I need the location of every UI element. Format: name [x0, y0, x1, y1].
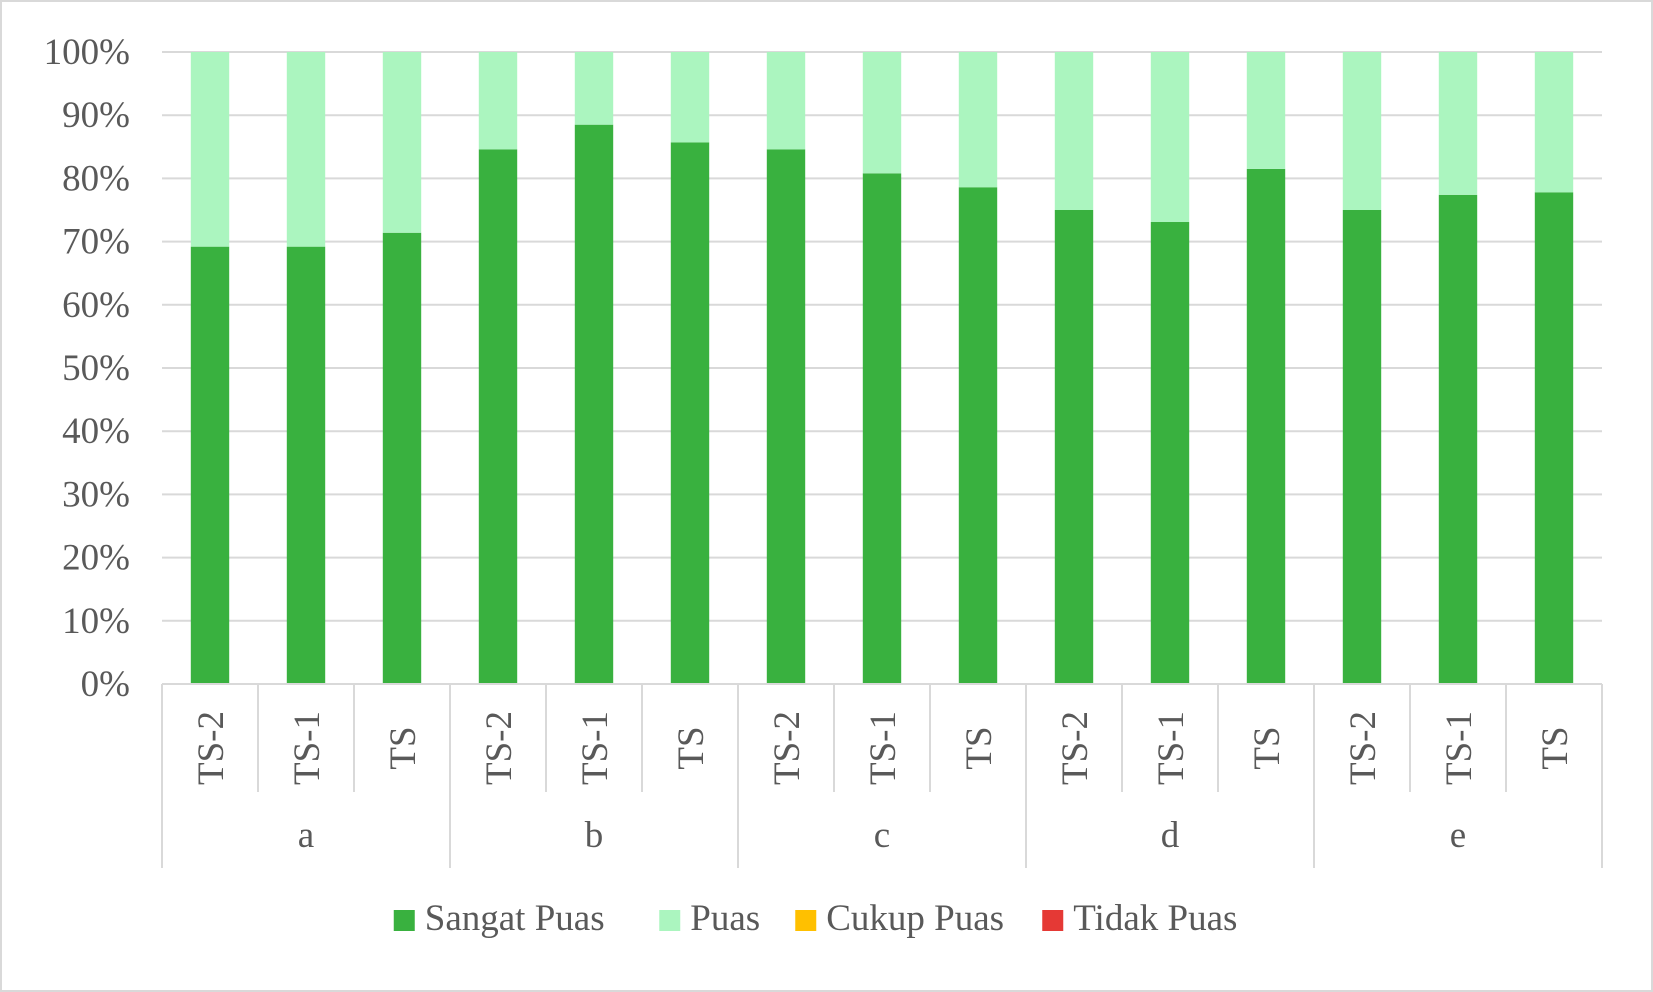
- x-category-label: TS-2: [191, 711, 232, 785]
- y-tick-label: 20%: [62, 538, 130, 579]
- bar-segment: [958, 52, 998, 188]
- bar-segment: [574, 124, 614, 685]
- bar-segment: [670, 52, 710, 143]
- bar-segment: [1246, 168, 1286, 685]
- bar-segment: [478, 149, 518, 684]
- x-group-label: c: [874, 815, 890, 856]
- y-tick-label: 100%: [44, 32, 130, 73]
- legend-swatch: [1042, 910, 1064, 931]
- y-axis-ticks: 0% 10% 20% 30% 40% 50% 60% 70% 80% 90% 100%: [44, 32, 130, 705]
- x-category-label: TS-1: [575, 711, 616, 785]
- bar-segment: [766, 52, 806, 150]
- y-tick-label: 40%: [62, 411, 130, 452]
- bar-segment: [478, 52, 518, 150]
- bar-segment: [958, 187, 998, 685]
- x-category-label: TS: [383, 726, 424, 769]
- bar-segment: [286, 52, 326, 247]
- x-category-label: TS-2: [1055, 711, 1096, 785]
- y-tick-label: 80%: [62, 158, 130, 199]
- legend-label: Tidak Puas: [1073, 898, 1237, 939]
- y-tick-label: 30%: [62, 474, 130, 515]
- y-tick-label: 90%: [62, 95, 130, 136]
- bar-segment: [382, 52, 422, 233]
- x-group-label: b: [585, 815, 604, 856]
- legend-swatch: [795, 910, 817, 931]
- x-category-label: TS: [1247, 726, 1288, 769]
- y-tick-label: 0%: [81, 664, 130, 705]
- x-category-label: TS-1: [1439, 711, 1480, 785]
- legend: Sangat Puas Puas Cukup Puas Tidak Puas: [393, 898, 1237, 939]
- x-group-label: d: [1161, 815, 1180, 856]
- bar-segment: [1438, 194, 1478, 684]
- y-tick-label: 60%: [62, 285, 130, 326]
- x-category-label: TS: [959, 726, 1000, 769]
- x-group-label: e: [1450, 815, 1466, 856]
- x-axis: TS-2 TS-1 TS TS-2 TS-1 TS TS-2 TS-1 TS TS-2 TS-1 TS…: [161, 683, 1603, 868]
- bar-segment: [1534, 192, 1574, 684]
- bar-segment: [574, 52, 614, 125]
- bar-segment: [1342, 210, 1382, 684]
- bar-segment: [1150, 52, 1190, 223]
- x-category-label: TS-2: [1343, 711, 1384, 785]
- y-tick-label: 70%: [62, 222, 130, 263]
- bar-segment: [862, 52, 902, 174]
- bar-segment: [1246, 52, 1286, 169]
- bar-segment: [1054, 52, 1094, 210]
- legend-swatch: [659, 910, 681, 931]
- bar-segment: [670, 142, 710, 685]
- legend-swatch: [393, 910, 415, 931]
- legend-label: Cukup Puas: [826, 898, 1004, 939]
- bar-segment: [1534, 52, 1574, 193]
- x-category-label: TS: [1535, 726, 1576, 769]
- bars: [190, 52, 1574, 685]
- y-tick-label: 10%: [62, 601, 130, 642]
- bar-segment: [1342, 52, 1382, 210]
- bar-segment: [382, 232, 422, 684]
- bar-segment: [1438, 52, 1478, 195]
- bar-segment: [862, 173, 902, 684]
- bar-segment: [190, 246, 230, 684]
- legend-label: Sangat Puas: [425, 898, 605, 939]
- x-category-label: TS: [671, 726, 712, 769]
- y-tick-label: 50%: [62, 348, 130, 389]
- bar-segment: [766, 149, 806, 684]
- x-category-label: TS-2: [479, 711, 520, 785]
- x-category-label: TS-1: [1151, 711, 1192, 785]
- x-category-label: TS-2: [767, 711, 808, 785]
- bar-segment: [1150, 222, 1190, 684]
- bar-segment: [190, 52, 230, 247]
- x-category-label: TS-1: [863, 711, 904, 785]
- x-group-label: a: [298, 815, 314, 856]
- bar-segment: [286, 246, 326, 684]
- bar-segment: [1054, 210, 1094, 684]
- legend-label: Puas: [690, 898, 760, 939]
- x-category-label: TS-1: [287, 711, 328, 785]
